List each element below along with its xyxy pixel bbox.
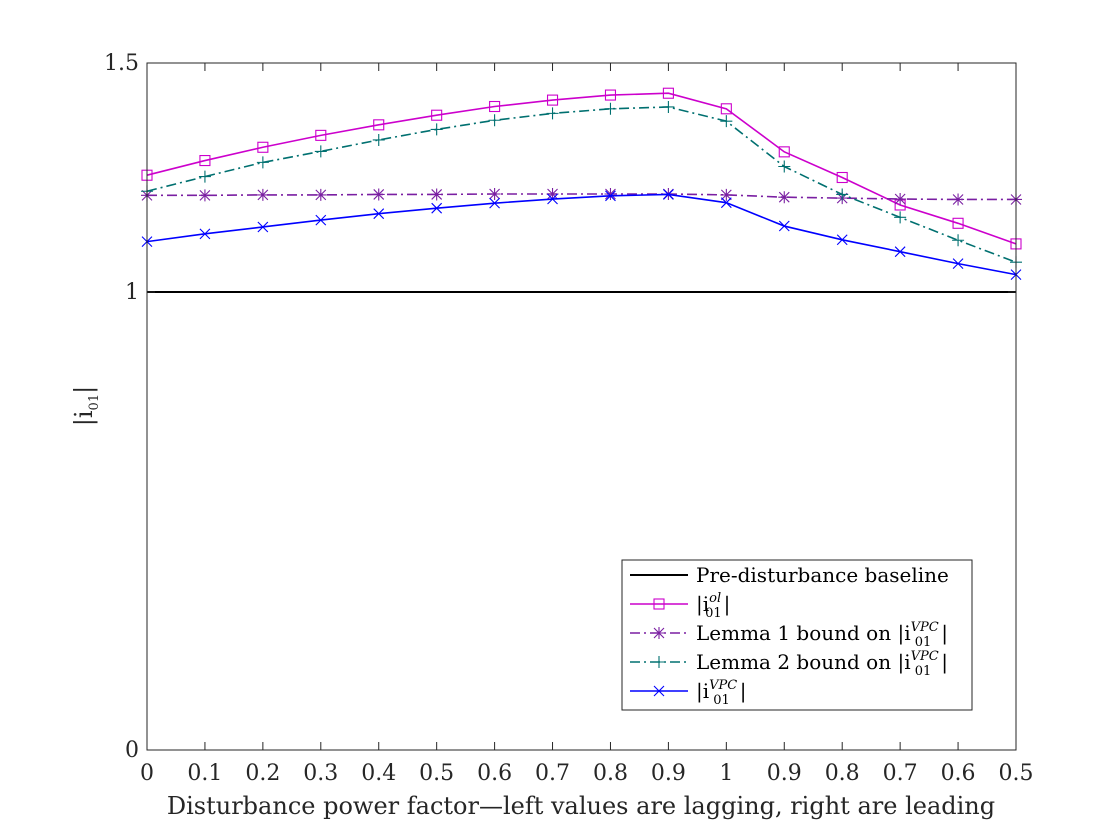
- legend-label: Pre-disturbance baseline: [696, 563, 949, 587]
- legend-label-close: |: [941, 650, 948, 675]
- y-tick-label: 1: [125, 280, 139, 305]
- legend-label-main: Lemma 2 bound on |i: [696, 650, 911, 675]
- legend-label-sup: VPC: [911, 620, 939, 635]
- x-tick-label: 0.5: [419, 761, 454, 786]
- y-axis-label-close: |: [70, 386, 99, 394]
- data-point-asterisk: [315, 189, 327, 201]
- x-tick-label: 0.2: [245, 761, 280, 786]
- x-tick-label: 0: [140, 761, 154, 786]
- x-axis-label: Disturbance power factor—left values are…: [167, 792, 995, 820]
- legend-label-sub: 01: [915, 635, 932, 650]
- x-tick-label: 0.4: [361, 761, 396, 786]
- legend-label-sub: 01: [713, 693, 730, 708]
- legend: Pre-disturbance baseline|iol 01 |Lemma 1 b…: [622, 560, 972, 710]
- legend-label-sup: VPC: [911, 649, 939, 664]
- data-point-asterisk: [894, 193, 906, 205]
- data-point-asterisk: [199, 189, 211, 201]
- x-tick-label: 0.6: [477, 761, 512, 786]
- y-axis-label-sub: 01: [87, 394, 102, 411]
- x-tick-label: 0.7: [535, 761, 570, 786]
- y-axis-label-group: |i01|: [70, 386, 102, 426]
- x-tick-label: 0.6: [941, 761, 976, 786]
- data-point-asterisk: [653, 627, 665, 639]
- x-tick-label: 1: [719, 761, 733, 786]
- legend-label-close: |: [740, 679, 747, 704]
- x-tick-label: 0.8: [825, 761, 860, 786]
- y-tick-label: 0: [125, 738, 139, 763]
- x-tick-label: 0.8: [593, 761, 628, 786]
- legend-label-sup: ol: [709, 591, 721, 606]
- data-point-asterisk: [604, 188, 616, 200]
- x-tick-label: 0.1: [187, 761, 222, 786]
- legend-label-sup: VPC: [709, 678, 737, 693]
- y-tick-label: 1.5: [104, 51, 139, 76]
- legend-label-sub: 01: [705, 606, 722, 621]
- x-tick-label: 0.9: [767, 761, 802, 786]
- data-point-asterisk: [257, 189, 269, 201]
- data-point-asterisk: [778, 191, 790, 203]
- legend-label-main: Lemma 1 bound on |i: [696, 621, 911, 646]
- legend-label-main: |i: [696, 679, 709, 704]
- y-axis-label: |i01|: [70, 386, 102, 426]
- y-axis-label-main: |i: [70, 410, 99, 426]
- data-point-asterisk: [952, 193, 964, 205]
- data-point-asterisk: [373, 188, 385, 200]
- x-tick-label: 0.7: [883, 761, 918, 786]
- chart: 0 0.1 0.2 0.3 0.4 0.5 0.6 0.7 0.8 0.9 1 0.9 0.8 0.7 0.…: [0, 0, 1120, 840]
- legend-label-sub: 01: [915, 664, 932, 679]
- data-point-asterisk: [431, 188, 443, 200]
- x-tick-label: 0.9: [651, 761, 686, 786]
- legend-label-close: |: [941, 621, 948, 646]
- legend-label-close: |: [724, 592, 731, 617]
- x-tick-label: 0.5: [999, 761, 1034, 786]
- x-tick-label: 0.3: [303, 761, 338, 786]
